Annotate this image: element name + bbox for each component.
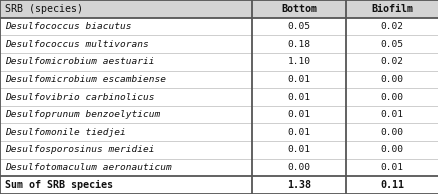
Text: Sum of SRB species: Sum of SRB species: [5, 180, 113, 190]
Bar: [0, 159, 438, 176]
Text: Desulfovibrio carbinolicus: Desulfovibrio carbinolicus: [5, 93, 155, 101]
Text: 0.00: 0.00: [380, 128, 403, 137]
Bar: [0, 18, 438, 35]
Text: Desulfomicrobium escambiense: Desulfomicrobium escambiense: [5, 75, 166, 84]
Text: 0.00: 0.00: [380, 75, 403, 84]
Text: 0.01: 0.01: [287, 75, 310, 84]
Text: 0.01: 0.01: [380, 163, 403, 172]
Bar: [0, 106, 438, 123]
Text: 0.11: 0.11: [379, 180, 403, 190]
Text: 0.01: 0.01: [287, 128, 310, 137]
Text: 0.02: 0.02: [380, 57, 403, 66]
Text: 1.10: 1.10: [287, 57, 310, 66]
Text: SRB (species): SRB (species): [5, 4, 83, 14]
Text: 0.02: 0.02: [380, 22, 403, 31]
Text: Bottom: Bottom: [280, 4, 316, 14]
Text: 0.00: 0.00: [380, 146, 403, 154]
Bar: [0, 123, 438, 141]
Text: Desulfotomaculum aeronauticum: Desulfotomaculum aeronauticum: [5, 163, 172, 172]
Text: Desulfosporosinus meridiei: Desulfosporosinus meridiei: [5, 146, 155, 154]
Text: 0.05: 0.05: [380, 40, 403, 48]
Bar: [0, 35, 438, 53]
Text: 0.01: 0.01: [380, 110, 403, 119]
Text: 0.00: 0.00: [287, 163, 310, 172]
Text: Biofilm: Biofilm: [371, 4, 413, 14]
Text: 0.05: 0.05: [287, 22, 310, 31]
Text: Desulfomonile tiedjei: Desulfomonile tiedjei: [5, 128, 126, 137]
Text: 0.01: 0.01: [287, 146, 310, 154]
Text: 1.38: 1.38: [286, 180, 311, 190]
Bar: [0, 71, 438, 88]
Text: 0.18: 0.18: [287, 40, 310, 48]
Text: Desulfococcus biacutus: Desulfococcus biacutus: [5, 22, 131, 31]
Bar: [0, 0, 438, 18]
Text: 0.01: 0.01: [287, 110, 310, 119]
Text: 0.01: 0.01: [287, 93, 310, 101]
Bar: [0, 53, 438, 71]
Text: Desulfomicrobium aestuarii: Desulfomicrobium aestuarii: [5, 57, 155, 66]
Text: Desulfoprunum benzoelyticum: Desulfoprunum benzoelyticum: [5, 110, 160, 119]
Bar: [0, 141, 438, 159]
Bar: [0, 176, 438, 194]
Text: 0.00: 0.00: [380, 93, 403, 101]
Text: Desulfococcus multivorans: Desulfococcus multivorans: [5, 40, 148, 48]
Bar: [0, 88, 438, 106]
